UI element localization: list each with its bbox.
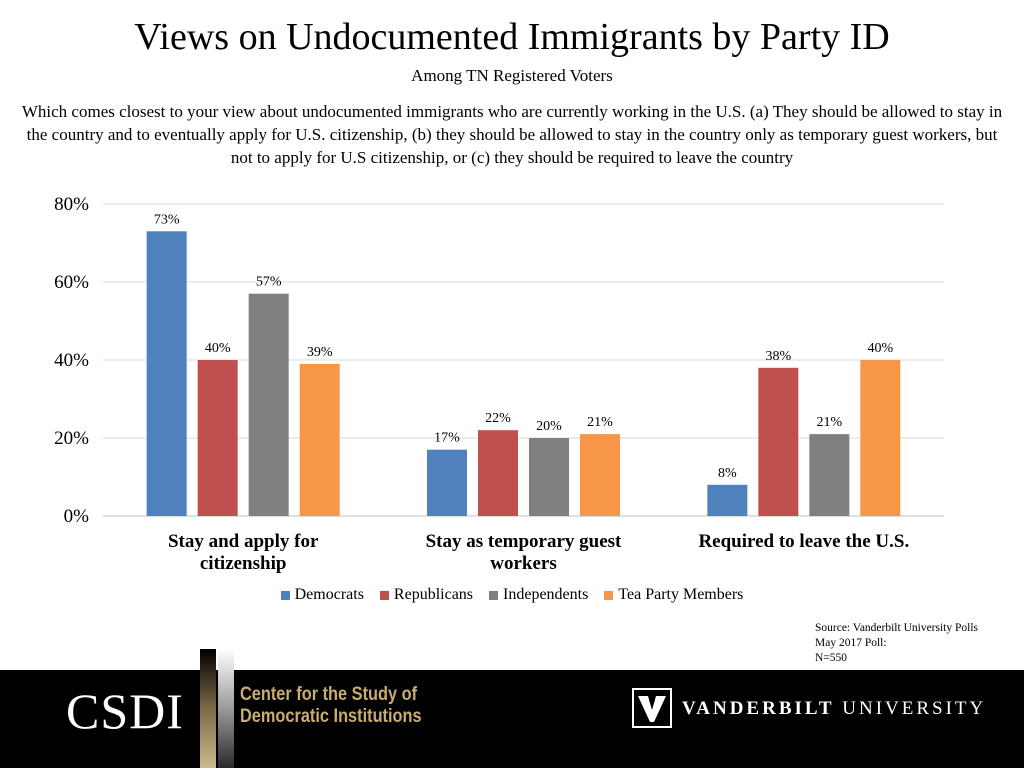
data-label: 17% [434,431,460,446]
poll-date: May 2017 Poll: [815,637,887,649]
vanderbilt-wordmark: VANDERBILT UNIVERSITY [682,698,986,720]
bar [478,430,518,516]
sample-size: N=550 [815,652,848,664]
x-category-label-line: workers [490,553,556,574]
legend-item: Tea Party Members [604,586,743,604]
bar [707,484,748,516]
legend-label: Tea Party Members [618,586,744,603]
x-category-label: Stay as temporary guest workers [426,531,622,574]
x-category-label-line: Required to leave the U.S. [698,531,909,552]
source-line: Source: Vanderbilt University Polls [815,622,979,634]
y-tick-label: 0% [64,506,90,527]
x-category-label: Required to leave the U.S. [698,531,909,552]
data-label: 20% [536,419,562,434]
y-tick-label: 60% [54,272,89,293]
bar [809,434,850,516]
chart-legend: Democrats Republicans Independents Tea Part… [0,586,1024,604]
data-label: 8% [718,466,737,481]
csdi-logo: CSDI [66,683,184,739]
y-tick-label: 40% [54,350,89,371]
vanderbilt-shield-icon [632,688,672,728]
legend-swatch [379,590,389,600]
bar [248,293,289,516]
center-name: Center for the Study of Democratic Insti… [240,684,422,728]
chart-title: Views on Undocumented Immigrants by Part… [134,16,890,58]
legend-item: Independents [489,586,588,604]
data-label: 57% [256,275,282,290]
data-label: 21% [816,415,842,430]
data-label: 22% [485,411,511,426]
legend-label: Independents [503,586,589,603]
x-category-label-line: citizenship [200,553,287,574]
x-category-label: Stay and apply for citizenship [168,531,319,574]
data-label: 21% [587,415,613,430]
y-tick-label: 80% [54,194,89,215]
legend-swatch [489,590,499,600]
x-category-label-line: Stay and apply for [168,531,319,552]
university-word: UNIVERSITY [842,698,987,719]
x-category-label-line: Stay as temporary guest [426,531,622,552]
data-label: 38% [765,349,791,364]
bar [580,434,620,516]
data-label: 39% [307,345,333,360]
bar [146,231,187,517]
bar [529,438,569,516]
bar [197,360,238,516]
legend-label: Republicans [393,586,474,603]
source-note: Source: Vanderbilt University Polls May … [815,621,978,666]
bar [299,363,340,516]
center-name-line2: Democratic Institutions [240,706,422,727]
logo-gold-stripe [200,649,216,768]
bar [860,360,901,516]
legend-item: Democrats [280,586,364,604]
survey-question: Which comes closest to your view about u… [21,102,1003,167]
vanderbilt-word: VANDERBILT [682,698,835,719]
data-label: 40% [205,341,231,356]
chart-subtitle: Among TN Registered Voters [411,66,613,85]
legend-swatch [604,590,614,600]
legend-label: Democrats [294,586,364,603]
data-label: 73% [154,212,180,227]
y-tick-label: 20% [54,428,89,449]
legend-item: Republicans [379,586,474,604]
legend-swatch [280,590,290,600]
bar-chart: 0% 20% 40% 60% 80% 73% 40% 57% 39% Stay and apply… [54,194,944,574]
center-name-line1: Center for the Study of [240,684,418,705]
data-label: 40% [867,341,893,356]
footer-bar [0,670,1024,768]
logo-silver-stripe [218,649,234,768]
bar [427,449,467,516]
bar [758,367,799,516]
